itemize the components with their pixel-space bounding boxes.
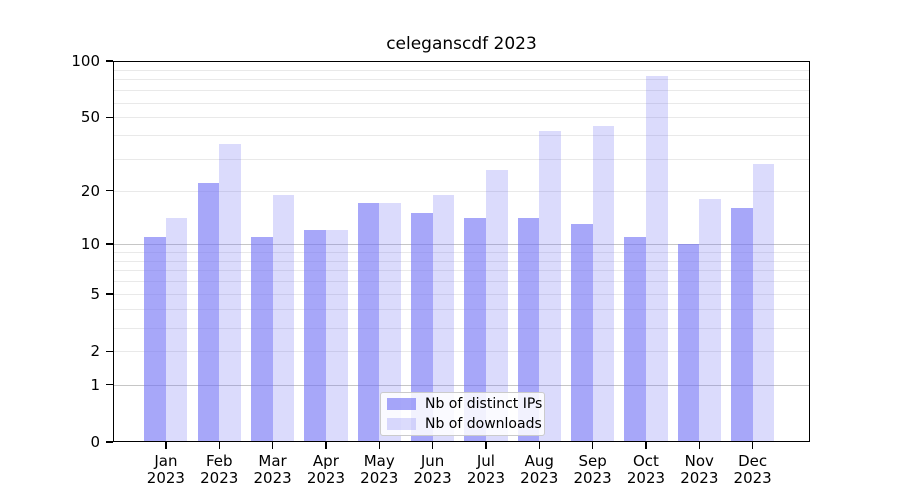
bar-distinct-ips-sep <box>571 224 593 442</box>
bar-downloads-feb <box>219 143 241 442</box>
gridline-minor <box>113 251 810 253</box>
x-tick-label: Feb 2023 <box>200 452 239 487</box>
gridline-minor <box>113 158 810 160</box>
bar-distinct-ips-jul <box>464 218 486 442</box>
chart-title: celeganscdf 2023 <box>386 34 537 54</box>
bar-distinct-ips-jun <box>411 213 433 442</box>
bar-downloads-aug <box>539 131 561 442</box>
x-tick-label: Aug 2023 <box>520 452 559 487</box>
legend: Nb of distinct IPs Nb of downloads <box>380 392 545 436</box>
y-tick-label: 20 <box>80 181 100 200</box>
x-tick-mark <box>591 442 594 449</box>
y-tick-label: 0 <box>90 433 100 451</box>
gridline-minor <box>113 309 810 311</box>
gridline-minor <box>113 294 810 296</box>
gridline-minor <box>113 102 810 104</box>
gridline-major <box>113 244 810 246</box>
legend-item-downloads: Nb of downloads <box>387 415 544 432</box>
x-tick-label: Jun 2023 <box>413 452 452 487</box>
gridline-minor <box>113 90 810 92</box>
bar-distinct-ips-mar <box>250 236 273 442</box>
bar-distinct-ips-feb <box>197 183 220 442</box>
y-tick-mark <box>106 441 113 443</box>
gridline-minor <box>113 270 810 272</box>
legend-swatch-downloads <box>387 418 416 430</box>
bar-distinct-ips-dec <box>731 208 753 442</box>
bar-downloads-mar <box>272 194 295 442</box>
y-tick-label: 1 <box>90 375 100 394</box>
bar-distinct-ips-may <box>357 203 380 442</box>
bar-distinct-ips-jan <box>144 236 166 442</box>
legend-item-distinct-ips: Nb of distinct IPs <box>387 395 544 412</box>
y-tick-mark <box>106 243 113 245</box>
y-tick-mark <box>106 189 113 192</box>
bar-downloads-jun <box>432 194 455 442</box>
x-tick-mark <box>538 442 540 449</box>
x-tick-label: May 2023 <box>360 452 399 487</box>
y-tick-mark <box>106 350 113 352</box>
bar-downloads-dec <box>752 164 775 442</box>
gridline-minor <box>113 281 810 283</box>
gridline-minor <box>113 117 810 119</box>
x-tick-label: Apr 2023 <box>306 452 345 487</box>
x-tick-mark <box>751 442 754 449</box>
bar-downloads-jan <box>165 218 188 442</box>
x-tick-label: Jul 2023 <box>466 452 506 487</box>
gridline-minor <box>113 135 810 137</box>
x-tick-label: Mar 2023 <box>253 452 292 487</box>
bar-distinct-ips-apr <box>304 230 326 442</box>
gridline-minor <box>113 190 810 192</box>
y-tick-label: 2 <box>90 342 100 361</box>
plot-area <box>113 61 810 442</box>
y-tick-label: 5 <box>90 285 100 304</box>
y-tick-label: 100 <box>71 52 100 70</box>
legend-swatch-distinct-ips <box>387 398 416 410</box>
gridline-minor <box>113 69 810 71</box>
bar-distinct-ips-oct <box>624 236 646 442</box>
bar-distinct-ips-nov <box>677 244 700 442</box>
y-tick-label: 10 <box>80 235 100 254</box>
gridline-minor <box>113 260 810 262</box>
gridline-major <box>113 384 810 386</box>
bar-downloads-sep <box>592 125 615 442</box>
bar-downloads-oct <box>645 76 668 442</box>
x-tick-mark <box>271 442 274 449</box>
bar-distinct-ips-aug <box>517 218 540 442</box>
y-tick-mark <box>106 116 113 119</box>
y-tick-mark <box>106 60 113 62</box>
x-tick-label: Oct 2023 <box>626 452 666 487</box>
x-tick-label: Dec 2023 <box>733 452 772 487</box>
x-tick-label: Nov 2023 <box>680 452 719 487</box>
gridline-minor <box>113 79 810 81</box>
y-tick-mark <box>106 384 113 386</box>
legend-label-downloads: Nb of downloads <box>425 415 542 432</box>
x-tick-mark <box>645 442 647 449</box>
y-tick-label: 50 <box>80 108 100 127</box>
x-tick-mark <box>165 442 167 449</box>
x-tick-label: Sep 2023 <box>573 452 612 487</box>
bar-downloads-apr <box>325 230 348 442</box>
bar-downloads-jul <box>485 169 508 442</box>
x-tick-mark <box>378 442 380 449</box>
x-tick-mark <box>218 442 220 449</box>
x-tick-mark <box>698 442 700 449</box>
bar-downloads-nov <box>699 198 721 442</box>
legend-label-distinct-ips: Nb of distinct IPs <box>425 395 543 412</box>
x-tick-label: Jan 2023 <box>146 452 185 487</box>
x-tick-mark <box>485 442 487 449</box>
x-tick-mark <box>325 442 327 449</box>
gridline-minor <box>113 351 810 353</box>
bar-downloads-may <box>379 203 401 442</box>
x-tick-mark <box>431 442 434 449</box>
gridline-minor <box>113 327 810 329</box>
y-tick-mark <box>106 293 113 295</box>
